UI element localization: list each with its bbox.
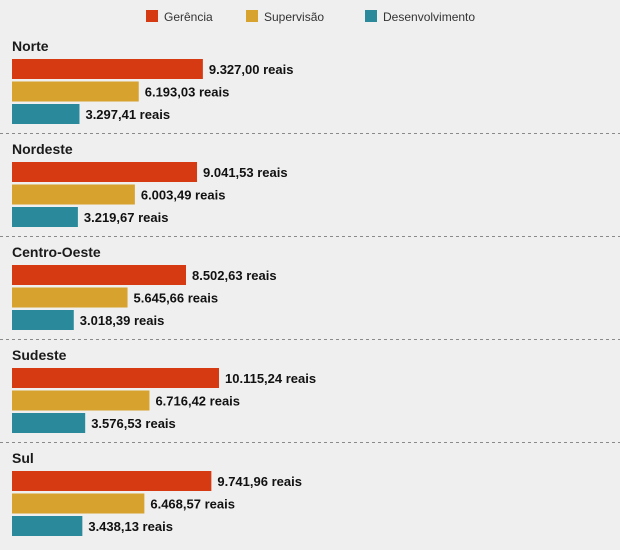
bar-gerencia	[12, 162, 198, 182]
legend-swatch-desenvolvimento	[365, 10, 377, 22]
region-group-sudeste: Sudeste 10.115,24 reais 6.716,42 reais 3.57…	[0, 347, 620, 443]
bar-value-label: 3.297,41 reais	[85, 107, 170, 122]
bar-value-label: 3.438,13 reais	[88, 519, 173, 534]
bar-value-label: 6.003,49 reais	[141, 188, 226, 203]
bar-supervisao	[12, 81, 139, 102]
legend-label-supervisao: Supervisão	[264, 10, 324, 24]
bar-gerencia	[12, 368, 219, 388]
bar-value-label: 9.741,96 reais	[217, 474, 302, 489]
legend-label-gerencia: Gerência	[164, 10, 213, 24]
region-group-nordeste: Nordeste 9.041,53 reais 6.003,49 reais 3.21…	[0, 141, 620, 237]
legend-label-desenvolvimento: Desenvolvimento	[383, 10, 475, 24]
bar-desenvolvimento	[12, 516, 83, 536]
bar-value-label: 10.115,24 reais	[225, 371, 316, 386]
bar-desenvolvimento	[12, 104, 80, 124]
region-group-sul: Sul 9.741,96 reais 6.468,57 reais 3.438,13 …	[12, 450, 302, 536]
bar-value-label: 5.645,66 reais	[134, 291, 219, 306]
bar-value-label: 3.219,67 reais	[84, 210, 169, 225]
bar-value-label: 6.193,03 reais	[145, 85, 230, 100]
legend-swatch-gerencia	[146, 10, 158, 22]
region-title: Sul	[12, 450, 34, 466]
region-title: Nordeste	[12, 141, 73, 157]
bar-value-label: 9.041,53 reais	[203, 165, 288, 180]
bar-gerencia	[12, 265, 186, 285]
bar-value-label: 6.716,42 reais	[155, 394, 240, 409]
bar-desenvolvimento	[12, 207, 78, 227]
bar-value-label: 8.502,63 reais	[192, 268, 277, 283]
bar-desenvolvimento	[12, 310, 74, 330]
legend-swatch-supervisao	[246, 10, 258, 22]
region-title: Norte	[12, 38, 49, 54]
bar-gerencia	[12, 471, 212, 491]
bar-supervisao	[12, 287, 128, 308]
region-group-norte: Norte 9.327,00 reais 6.193,03 reais 3.297,4…	[0, 38, 620, 134]
bar-value-label: 6.468,57 reais	[150, 497, 235, 512]
region-group-centro-oeste: Centro-Oeste 8.502,63 reais 5.645,66 reais…	[0, 244, 620, 340]
bar-gerencia	[12, 59, 203, 79]
bar-desenvolvimento	[12, 413, 86, 433]
region-title: Sudeste	[12, 347, 67, 363]
bar-supervisao	[12, 390, 150, 411]
bar-value-label: 3.018,39 reais	[80, 313, 165, 328]
bar-value-label: 3.576,53 reais	[91, 416, 176, 431]
bar-supervisao	[12, 493, 145, 514]
bar-value-label: 9.327,00 reais	[209, 62, 294, 77]
legend: Gerência Supervisão Desenvolvimento	[146, 10, 475, 24]
region-title: Centro-Oeste	[12, 244, 101, 260]
bar-supervisao	[12, 184, 135, 205]
